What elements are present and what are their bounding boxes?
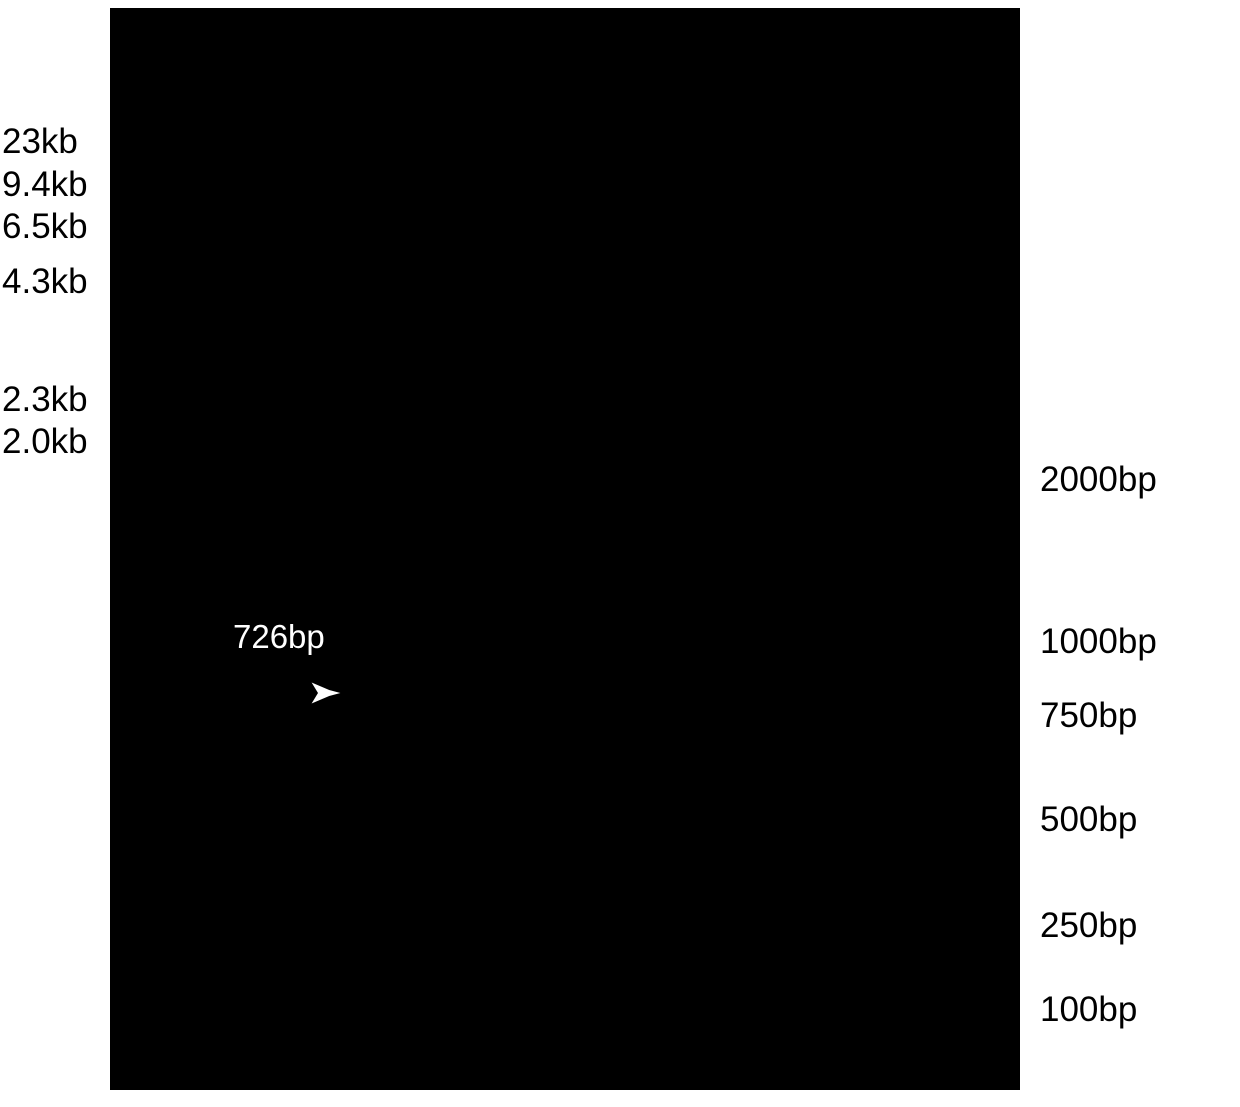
right-ladder-label: 100bp: [1040, 990, 1137, 1030]
right-ladder-label: 1000bp: [1040, 622, 1157, 662]
gel-image-box: [110, 8, 1020, 1090]
left-ladder-label: 2.0kb: [2, 422, 88, 462]
figure-canvas: { "gel": { "left": 110, "top": 8, "width…: [0, 0, 1240, 1107]
left-ladder-label: 2.3kb: [2, 380, 88, 420]
right-ladder-label: 250bp: [1040, 906, 1137, 946]
left-ladder-label: 6.5kb: [2, 207, 88, 247]
left-ladder-label: 23kb: [2, 122, 78, 162]
right-ladder-label: 2000bp: [1040, 460, 1157, 500]
band-size-label: 726bp: [233, 618, 325, 656]
left-ladder-label: 9.4kb: [2, 165, 88, 205]
band-arrow-icon: [310, 678, 342, 708]
right-ladder-label: 500bp: [1040, 800, 1137, 840]
left-ladder-label: 4.3kb: [2, 262, 88, 302]
right-ladder-label: 750bp: [1040, 696, 1137, 736]
